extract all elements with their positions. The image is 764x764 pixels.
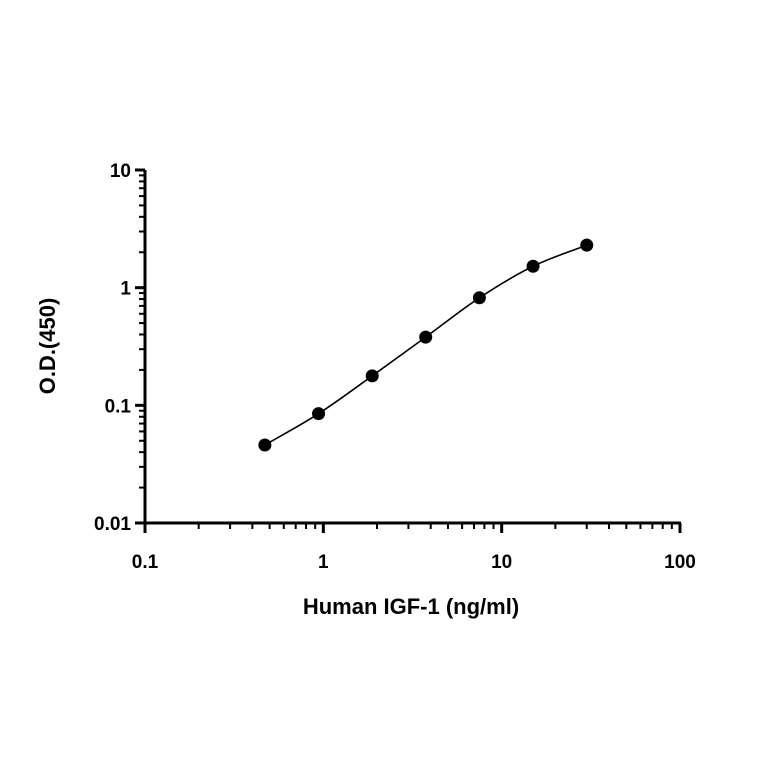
y-axis-title: O.D.(450) — [35, 298, 60, 395]
x-tick-label: 1 — [318, 552, 329, 573]
y-tick-label: 10 — [110, 161, 131, 182]
y-tick-label: 0.01 — [94, 514, 131, 535]
x-tick-label: 0.1 — [132, 552, 159, 573]
data-point — [526, 259, 540, 273]
data-point — [472, 291, 486, 305]
x-tick-label: 10 — [491, 552, 512, 573]
data-point — [580, 238, 594, 252]
data-point — [312, 407, 326, 421]
data-point — [258, 438, 272, 452]
x-tick-label: 100 — [664, 552, 696, 573]
data-point — [365, 369, 379, 383]
y-tick-label: 0.1 — [105, 396, 132, 417]
x-axis-title: Human IGF-1 (ng/ml) — [303, 594, 519, 619]
data-points — [258, 238, 594, 452]
y-tick-label: 1 — [120, 279, 131, 300]
data-point — [419, 330, 433, 344]
